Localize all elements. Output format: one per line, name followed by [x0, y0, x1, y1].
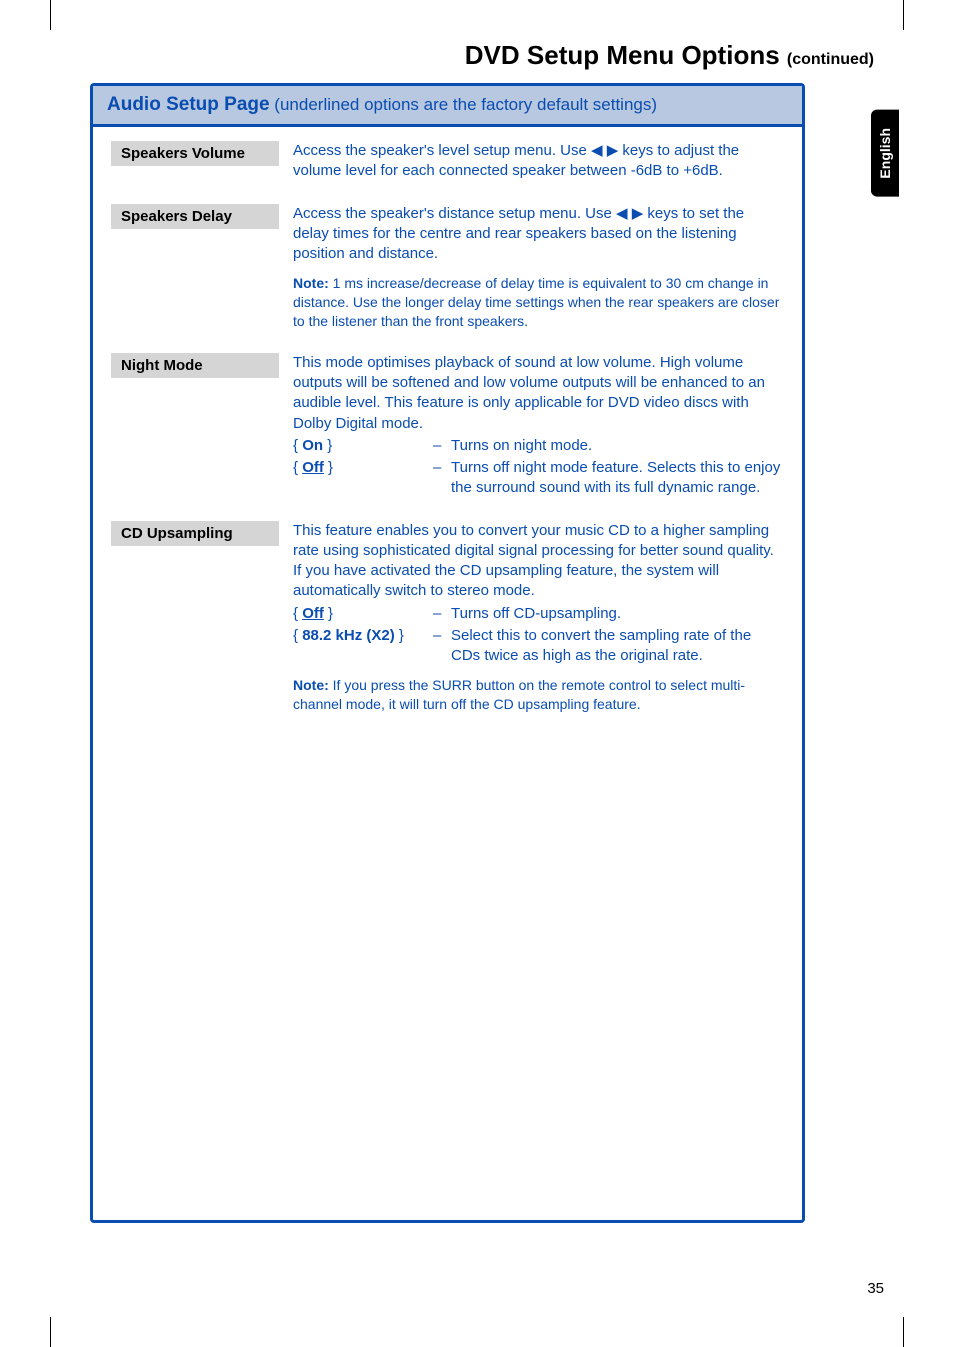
- dash: –: [433, 626, 451, 667]
- language-tab: English: [871, 110, 899, 197]
- note-cd-upsampling: Note: If you press the SURR button on th…: [293, 676, 784, 714]
- dash: –: [433, 458, 451, 499]
- desc-night-mode-text: This mode optimises playback of sound at…: [293, 354, 765, 432]
- cd-opt-off: { Off } – Turns off CD-upsampling.: [293, 604, 784, 624]
- section-header-rest: (underlined options are the factory defa…: [270, 95, 657, 114]
- label-night-mode: Night Mode: [111, 353, 279, 378]
- desc-night-mode: This mode optimises playback of sound at…: [293, 353, 784, 499]
- desc-speakers-delay-text: Access the speaker's distance setup menu…: [293, 205, 744, 263]
- brace-close: }: [324, 605, 333, 622]
- night-mode-opt-off: { Off } – Turns off night mode feature. …: [293, 458, 784, 499]
- brace-close: }: [323, 437, 332, 454]
- night-mode-opt-on: { On } – Turns on night mode.: [293, 436, 784, 456]
- opt-off-name: Off: [302, 459, 324, 476]
- opt-on-val: Turns on night mode.: [451, 436, 784, 456]
- opt-off-name: Off: [302, 605, 324, 622]
- brace-open: {: [293, 437, 302, 454]
- section-header-bold: Audio Setup Page: [107, 94, 270, 115]
- cd-opt-88: { 88.2 kHz (X2) } – Select this to conve…: [293, 626, 784, 667]
- section-header: Audio Setup Page (underlined options are…: [93, 86, 802, 127]
- dash: –: [433, 604, 451, 624]
- row-cd-upsampling: CD Upsampling This feature enables you t…: [111, 521, 784, 715]
- label-cd-upsampling: CD Upsampling: [111, 521, 279, 546]
- opt-88-name: 88.2 kHz (X2): [302, 627, 395, 644]
- page-title: DVD Setup Menu Options (continued): [90, 40, 894, 71]
- label-speakers-delay: Speakers Delay: [111, 204, 279, 229]
- title-text: DVD Setup Menu Options: [465, 40, 780, 70]
- label-speakers-volume: Speakers Volume: [111, 141, 279, 166]
- desc-cd-upsampling: This feature enables you to convert your…: [293, 521, 784, 715]
- dash: –: [433, 436, 451, 456]
- note-bold: Note:: [293, 677, 329, 693]
- desc-speakers-volume: Access the speaker's level setup menu. U…: [293, 141, 784, 182]
- desc-speakers-delay: Access the speaker's distance setup menu…: [293, 204, 784, 331]
- brace-close: }: [324, 459, 333, 476]
- opt-88-val: Select this to convert the sampling rate…: [451, 626, 784, 667]
- note-speakers-delay: Note: 1 ms increase/decrease of delay ti…: [293, 274, 784, 331]
- row-speakers-delay: Speakers Delay Access the speaker's dist…: [111, 204, 784, 331]
- opt-off-val: Turns off night mode feature. Selects th…: [451, 458, 784, 499]
- content-area: Speakers Volume Access the speaker's lev…: [93, 127, 802, 750]
- page-number: 35: [867, 1280, 884, 1297]
- desc-cd-upsampling-text: This feature enables you to convert your…: [293, 522, 774, 600]
- opt-key-off: { Off }: [293, 458, 433, 499]
- brace-close: }: [395, 627, 404, 644]
- opt-key-88: { 88.2 kHz (X2) }: [293, 626, 433, 667]
- note-bold: Note:: [293, 275, 329, 291]
- opt-off-val: Turns off CD-upsampling.: [451, 604, 784, 624]
- main-panel: Audio Setup Page (underlined options are…: [90, 83, 805, 1223]
- opt-on-name: On: [302, 437, 323, 454]
- brace-open: {: [293, 627, 302, 644]
- note-text: 1 ms increase/decrease of delay time is …: [293, 275, 779, 329]
- row-night-mode: Night Mode This mode optimises playback …: [111, 353, 784, 499]
- brace-open: {: [293, 605, 302, 622]
- opt-key-on: { On }: [293, 436, 433, 456]
- opt-key-off: { Off }: [293, 604, 433, 624]
- row-speakers-volume: Speakers Volume Access the speaker's lev…: [111, 141, 784, 182]
- title-continued: (continued): [787, 51, 874, 68]
- note-text: If you press the SURR button on the remo…: [293, 677, 745, 712]
- brace-open: {: [293, 459, 302, 476]
